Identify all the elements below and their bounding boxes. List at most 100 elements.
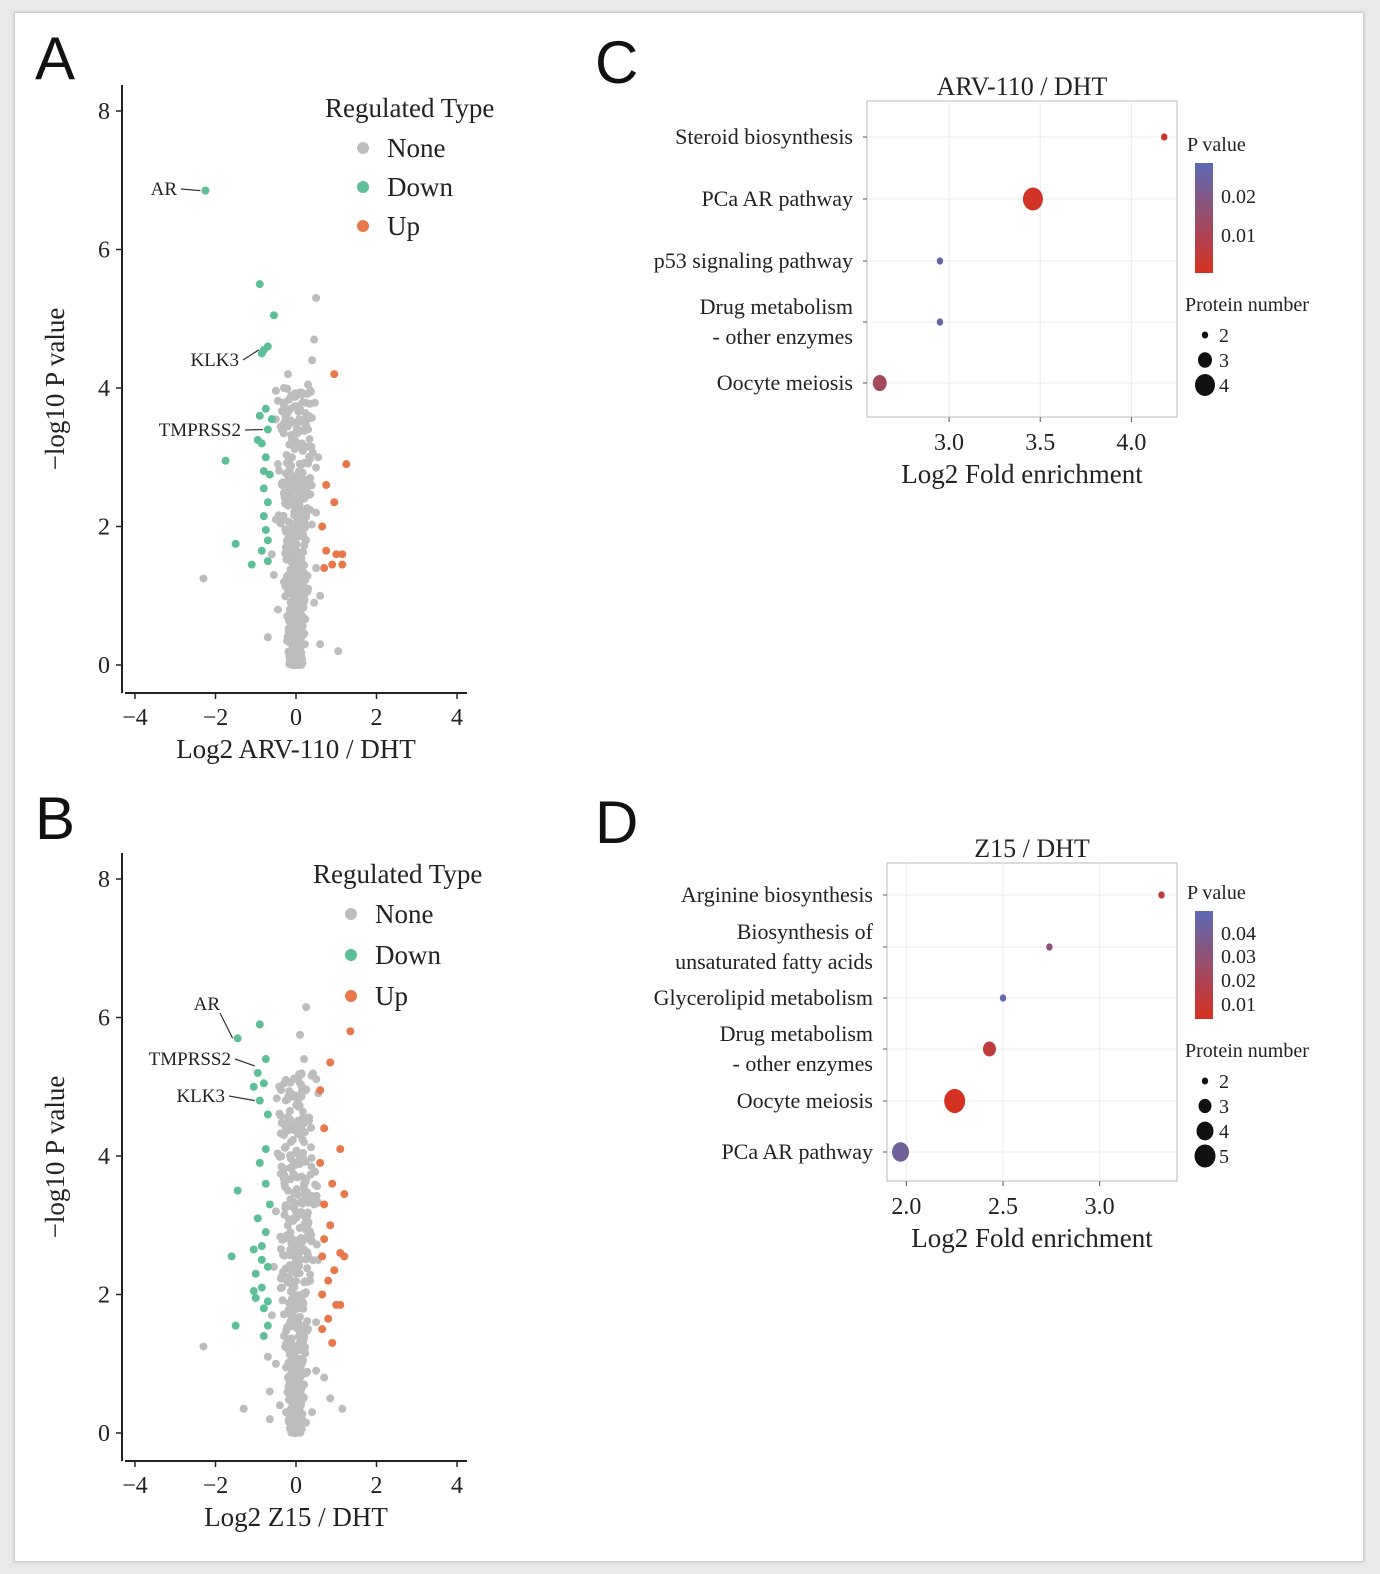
none-point: [307, 1162, 316, 1171]
color-bar-tick-label: 0.02: [1221, 970, 1256, 992]
legend-title: Regulated Type: [313, 859, 482, 889]
none-point: [280, 1164, 289, 1173]
down-point: [247, 560, 256, 569]
none-point: [281, 1203, 290, 1212]
none-point: [304, 412, 313, 421]
y-tick-label: 8: [98, 867, 110, 893]
none-point: [275, 1152, 284, 1161]
up-point: [328, 1338, 337, 1347]
none-point: [298, 619, 307, 628]
up-point: [320, 564, 329, 573]
none-point: [287, 1366, 296, 1375]
down-point: [233, 1186, 242, 1195]
down-point: [201, 186, 210, 195]
none-point: [294, 510, 303, 519]
y-tick-label-line: Steroid biosynthesis: [675, 124, 853, 149]
none-point: [283, 370, 292, 379]
enrichment-point: [936, 318, 944, 326]
none-point: [310, 335, 319, 344]
x-axis-label: Log2 Z15 / DHT: [204, 1502, 388, 1532]
none-point: [274, 466, 283, 475]
none-point: [283, 1113, 292, 1122]
size-legend-dot: [1198, 1098, 1212, 1114]
down-point: [259, 1079, 268, 1088]
x-tick-label: 0: [290, 1473, 302, 1499]
y-tick-label: 2: [98, 515, 110, 541]
y-tick-label-line: unsaturated fatty acids: [675, 949, 873, 974]
enrichment-point: [892, 1142, 910, 1162]
y-tick-label: Drug metabolism - other enzymes: [720, 1021, 873, 1076]
annotation-leader: [242, 349, 260, 361]
annotation-label: AR: [194, 994, 221, 1015]
down-point: [267, 415, 276, 424]
none-point: [308, 1069, 317, 1078]
none-point: [308, 1237, 317, 1246]
down-point: [263, 1321, 272, 1330]
y-tick-label: Glycerolipid metabolism: [654, 985, 873, 1010]
none-point: [316, 640, 325, 649]
enrichment-point: [872, 374, 887, 392]
none-point: [296, 470, 305, 479]
none-point: [289, 1158, 298, 1167]
none-point: [304, 459, 313, 468]
enrichment-point: [1161, 133, 1168, 141]
y-tick-label: Oocyte meiosis: [737, 1088, 873, 1113]
none-point: [287, 1124, 296, 1133]
none-point: [276, 1111, 285, 1120]
none-point: [267, 550, 276, 559]
down-point: [255, 1158, 264, 1167]
color-bar: [1195, 163, 1213, 273]
none-point: [292, 591, 300, 600]
none-point: [308, 356, 317, 365]
none-point: [278, 1296, 287, 1305]
none-point: [279, 1174, 288, 1183]
size-legend-label: 3: [1219, 350, 1229, 372]
none-point: [301, 1220, 310, 1229]
y-tick-label: p53 signaling pathway: [654, 248, 853, 273]
none-point: [281, 592, 290, 601]
none-point: [269, 570, 278, 579]
down-point: [251, 1269, 260, 1278]
size-legend-label: 2: [1219, 1071, 1229, 1093]
up-point: [336, 1300, 345, 1309]
none-point: [271, 1359, 280, 1368]
down-point: [249, 1245, 258, 1254]
none-point: [298, 418, 307, 427]
legend-label-none: None: [387, 133, 445, 163]
size-legend-label: 4: [1219, 375, 1229, 397]
none-point: [296, 1152, 305, 1160]
down-point: [255, 280, 264, 289]
color-bar-tick-label: 0.01: [1221, 225, 1256, 247]
x-tick-label: 0: [290, 705, 302, 731]
down-point: [231, 1321, 240, 1330]
series-up: [318, 370, 351, 573]
panel-label-d: D: [595, 789, 638, 856]
down-point: [269, 311, 278, 320]
none-point: [307, 520, 316, 529]
y-tick-label: PCa AR pathway: [721, 1139, 873, 1164]
down-point: [257, 1242, 266, 1251]
none-point: [297, 1368, 306, 1377]
size-legend-label: 5: [1219, 1146, 1229, 1168]
size-legend-dot: [1194, 1144, 1216, 1168]
none-point: [300, 1179, 309, 1188]
enrichment-point: [1022, 187, 1043, 211]
up-point: [320, 1124, 329, 1133]
panel-label-b: B: [35, 785, 75, 852]
up-point: [316, 1086, 325, 1095]
up-point: [318, 1325, 327, 1334]
down-point: [263, 557, 272, 566]
enrichment-point: [1158, 891, 1165, 899]
none-point: [281, 1408, 290, 1417]
none-point: [293, 1116, 302, 1125]
enrichment-point: [936, 257, 944, 265]
none-point: [302, 1195, 311, 1204]
none-point: [307, 1154, 316, 1163]
legend-swatch-none: [357, 142, 369, 154]
figure-frame: A B C D −4 −2 0 2 4 0 2 4 6 8 Log2 ARV-110 / DHT −l…: [14, 12, 1364, 1562]
y-tick-label-line: Oocyte meiosis: [717, 370, 853, 395]
y-tick-label-line: Arginine biosynthesis: [681, 882, 873, 907]
none-point: [287, 532, 296, 541]
y-tick-label: Drug metabolism - other enzymes: [700, 294, 853, 349]
y-tick-label-line: Drug metabolism: [700, 294, 853, 319]
